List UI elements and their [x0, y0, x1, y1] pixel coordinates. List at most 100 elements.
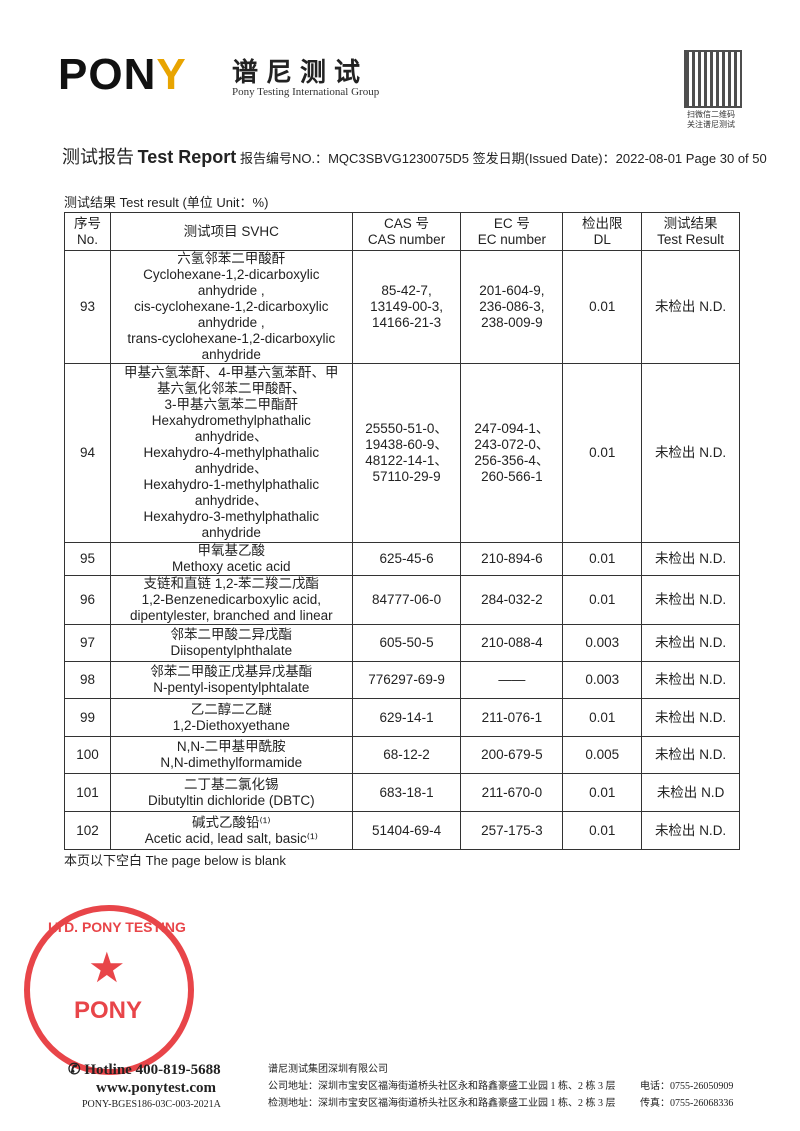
cas-line: 625-45-6: [379, 551, 434, 566]
name-line: 甲基六氢苯酐、4-甲基六氢苯酐、甲: [124, 365, 339, 380]
cas-number: 605-50-5: [351, 624, 462, 662]
lab-address: 检测地址：深圳市宝安区福海街道桥头社区永和路鑫豪盛工业园 1 栋、2 栋 3 层: [268, 1098, 616, 1109]
ec-number: 211-076-1: [460, 698, 564, 737]
cas-number: 84777-06-0: [351, 575, 462, 625]
cas-number: 51404-69-4: [351, 811, 462, 850]
cas-line: 68-12-2: [383, 747, 430, 762]
row-number: 102: [64, 811, 111, 850]
name-line: 六氢邻苯二甲酸酐: [177, 251, 286, 266]
cas-line: 19438-60-9、: [365, 437, 448, 452]
row-number: 94: [64, 363, 111, 543]
ec-line: 260-566-1: [481, 469, 543, 484]
table-header-row: 序号 No. 测试项目 SVHC CAS 号 CAS number EC 号 EC numb…: [64, 212, 740, 251]
substance-name: 支链和直链 1,2-苯二羧二戊酯 1,2-Benzenedicarboxylic …: [109, 575, 353, 625]
ec-line: 256-356-4、: [474, 453, 550, 468]
brand-name-en: Pony Testing International Group: [232, 86, 380, 98]
test-result: 未检出 N.D.: [641, 542, 740, 576]
name-line: Diisopentylphthalate: [170, 643, 293, 658]
test-result: 未检出 N.D.: [641, 736, 740, 774]
company-seal: LTD. PONY TESTING ★ PONY: [24, 905, 194, 1075]
name-line: anhydride、: [194, 461, 268, 476]
header-line: 检出限: [581, 215, 623, 231]
table-row: 99 乙二醇二乙醚 1,2-Diethoxyethane 629-14-1 211-07…: [64, 698, 740, 737]
name-line: 邻苯二甲酸正戊基异戊基酯: [150, 664, 313, 679]
name-line: anhydride、: [194, 493, 268, 508]
name-line: 支链和直链 1,2-苯二羧二戊酯: [143, 576, 320, 591]
test-result: 未检出 N.D: [641, 773, 740, 812]
name-line: 二丁基二氯化锡: [184, 776, 279, 792]
header-cell: 序号 No.: [64, 212, 111, 251]
name-line: anhydride ,: [197, 315, 265, 330]
ec-line: 236-086-3,: [479, 299, 545, 314]
test-result: 未检出 N.D.: [641, 661, 740, 699]
test-result: 未检出 N.D.: [641, 250, 740, 364]
name-line: anhydride: [201, 525, 261, 540]
cas-line: 51404-69-4: [372, 822, 442, 838]
name-line: anhydride ,: [197, 283, 265, 298]
substance-name: 邻苯二甲酸正戊基异戊基酯 N-pentyl-isopentylphtalate: [109, 661, 353, 699]
table-row: 102 碱式乙酸铅⁽¹⁾ Acetic acid, lead salt, basic…: [64, 811, 740, 850]
row-number: 101: [64, 773, 111, 812]
ec-line: 211-670-0: [481, 784, 543, 800]
ec-number: 257-175-3: [460, 811, 564, 850]
name-line: 3-甲基六氢苯二甲酯酐: [164, 397, 299, 412]
name-line: N,N-二甲基甲酰胺: [176, 739, 286, 754]
header-line: Test Result: [657, 231, 724, 247]
ec-number: 284-032-2: [460, 575, 564, 625]
row-number: 96: [64, 575, 111, 625]
company-name: 谱尼测试集团深圳有限公司: [268, 1064, 388, 1075]
ec-line: 284-032-2: [481, 592, 543, 607]
cas-line: 84777-06-0: [372, 592, 442, 607]
ec-number: 247-094-1、 243-072-0、 256-356-4、 260-566-1: [460, 363, 564, 543]
report-no-label: 报告编号NO.：: [239, 151, 329, 166]
cas-line: 57110-29-9: [372, 469, 441, 484]
ec-number: 200-679-5: [460, 736, 564, 774]
header-line: 序号: [73, 215, 101, 231]
header-cell: 检出限 DL: [562, 212, 643, 251]
substance-name: 碱式乙酸铅⁽¹⁾ Acetic acid, lead salt, basic⁽¹⁾: [109, 811, 353, 850]
ec-number: ——: [460, 661, 564, 699]
detection-limit: 0.01: [562, 811, 643, 850]
header-line: 测试项目 SVHC: [183, 223, 279, 239]
brand-name-cn: 谱尼测试: [232, 58, 369, 88]
title-cn: 测试报告: [62, 147, 134, 167]
header-line: EC number: [477, 231, 547, 247]
name-line: Hexahydro-4-methylphathalic: [143, 445, 320, 460]
table-row: 93 六氢邻苯二甲酸酐 Cyclohexane-1,2-dicarboxylic an…: [64, 250, 740, 364]
qr-caption-line: 关注谱尼测试: [687, 120, 735, 129]
cas-line: 14166-21-3: [372, 315, 442, 330]
name-line: 乙二醇二乙醚: [190, 701, 272, 717]
phone-icon: ✆: [68, 1062, 81, 1078]
qr-caption: 扫微信二维码 关注谱尼测试: [676, 110, 746, 130]
name-line: Hexahydro-1-methylphathalic: [143, 477, 320, 492]
cas-number: 625-45-6: [351, 542, 462, 576]
name-line: 邻苯二甲酸二异戊酯: [170, 627, 293, 642]
name-line: Methoxy acetic acid: [172, 559, 291, 574]
header-cell: EC 号 EC number: [460, 212, 564, 251]
row-number: 99: [64, 698, 111, 737]
name-line: anhydride: [201, 347, 261, 362]
qr-caption-line: 扫微信二维码: [687, 110, 735, 119]
detection-limit: 0.01: [562, 575, 643, 625]
name-line: N,N-dimethylformamide: [160, 755, 303, 770]
qr-code: [684, 50, 742, 108]
fax: 传真：0755-26068336: [640, 1098, 734, 1109]
substance-name: 六氢邻苯二甲酸酐 Cyclohexane-1,2-dicarboxylic anhy…: [109, 250, 353, 364]
pony-logo: PONY: [58, 50, 187, 99]
detection-limit: 0.01: [562, 542, 643, 576]
name-line: 1,2-Diethoxyethane: [172, 717, 290, 733]
cas-number: 85-42-7, 13149-00-3, 14166-21-3: [351, 250, 462, 364]
telephone: 电话：0755-26050909: [640, 1081, 734, 1092]
test-result: 未检出 N.D.: [641, 811, 740, 850]
ec-line: 247-094-1、: [474, 421, 550, 436]
row-number: 98: [64, 661, 111, 699]
ec-line: ——: [498, 672, 526, 687]
name-line: Acetic acid, lead salt, basic⁽¹⁾: [144, 830, 318, 846]
hotline: ✆ Hotline 400-819-5688: [68, 1062, 221, 1079]
header-line: 测试结果: [663, 215, 718, 231]
name-line: Cyclohexane-1,2-dicarboxylic: [143, 267, 320, 282]
cas-line: 605-50-5: [379, 635, 434, 650]
detection-limit: 0.003: [562, 624, 643, 662]
seal-center-text: PONY: [74, 997, 143, 1024]
